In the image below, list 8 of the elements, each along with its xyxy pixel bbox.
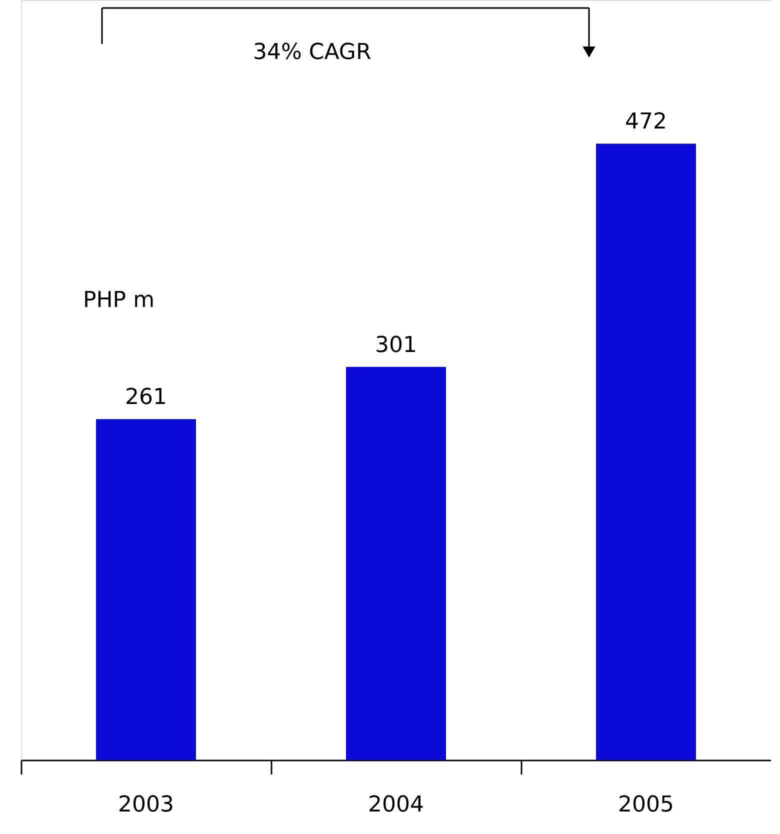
x-tick-label: 2003	[118, 792, 174, 818]
data-label: 301	[375, 332, 417, 358]
x-tick-label: 2004	[368, 792, 424, 818]
data-label: 472	[625, 110, 667, 135]
x-tick-label: 2005	[618, 792, 674, 818]
y-axis-title: PHP m	[83, 288, 154, 313]
data-label: 261	[125, 385, 167, 410]
text: 34% CAGR	[253, 40, 372, 65]
